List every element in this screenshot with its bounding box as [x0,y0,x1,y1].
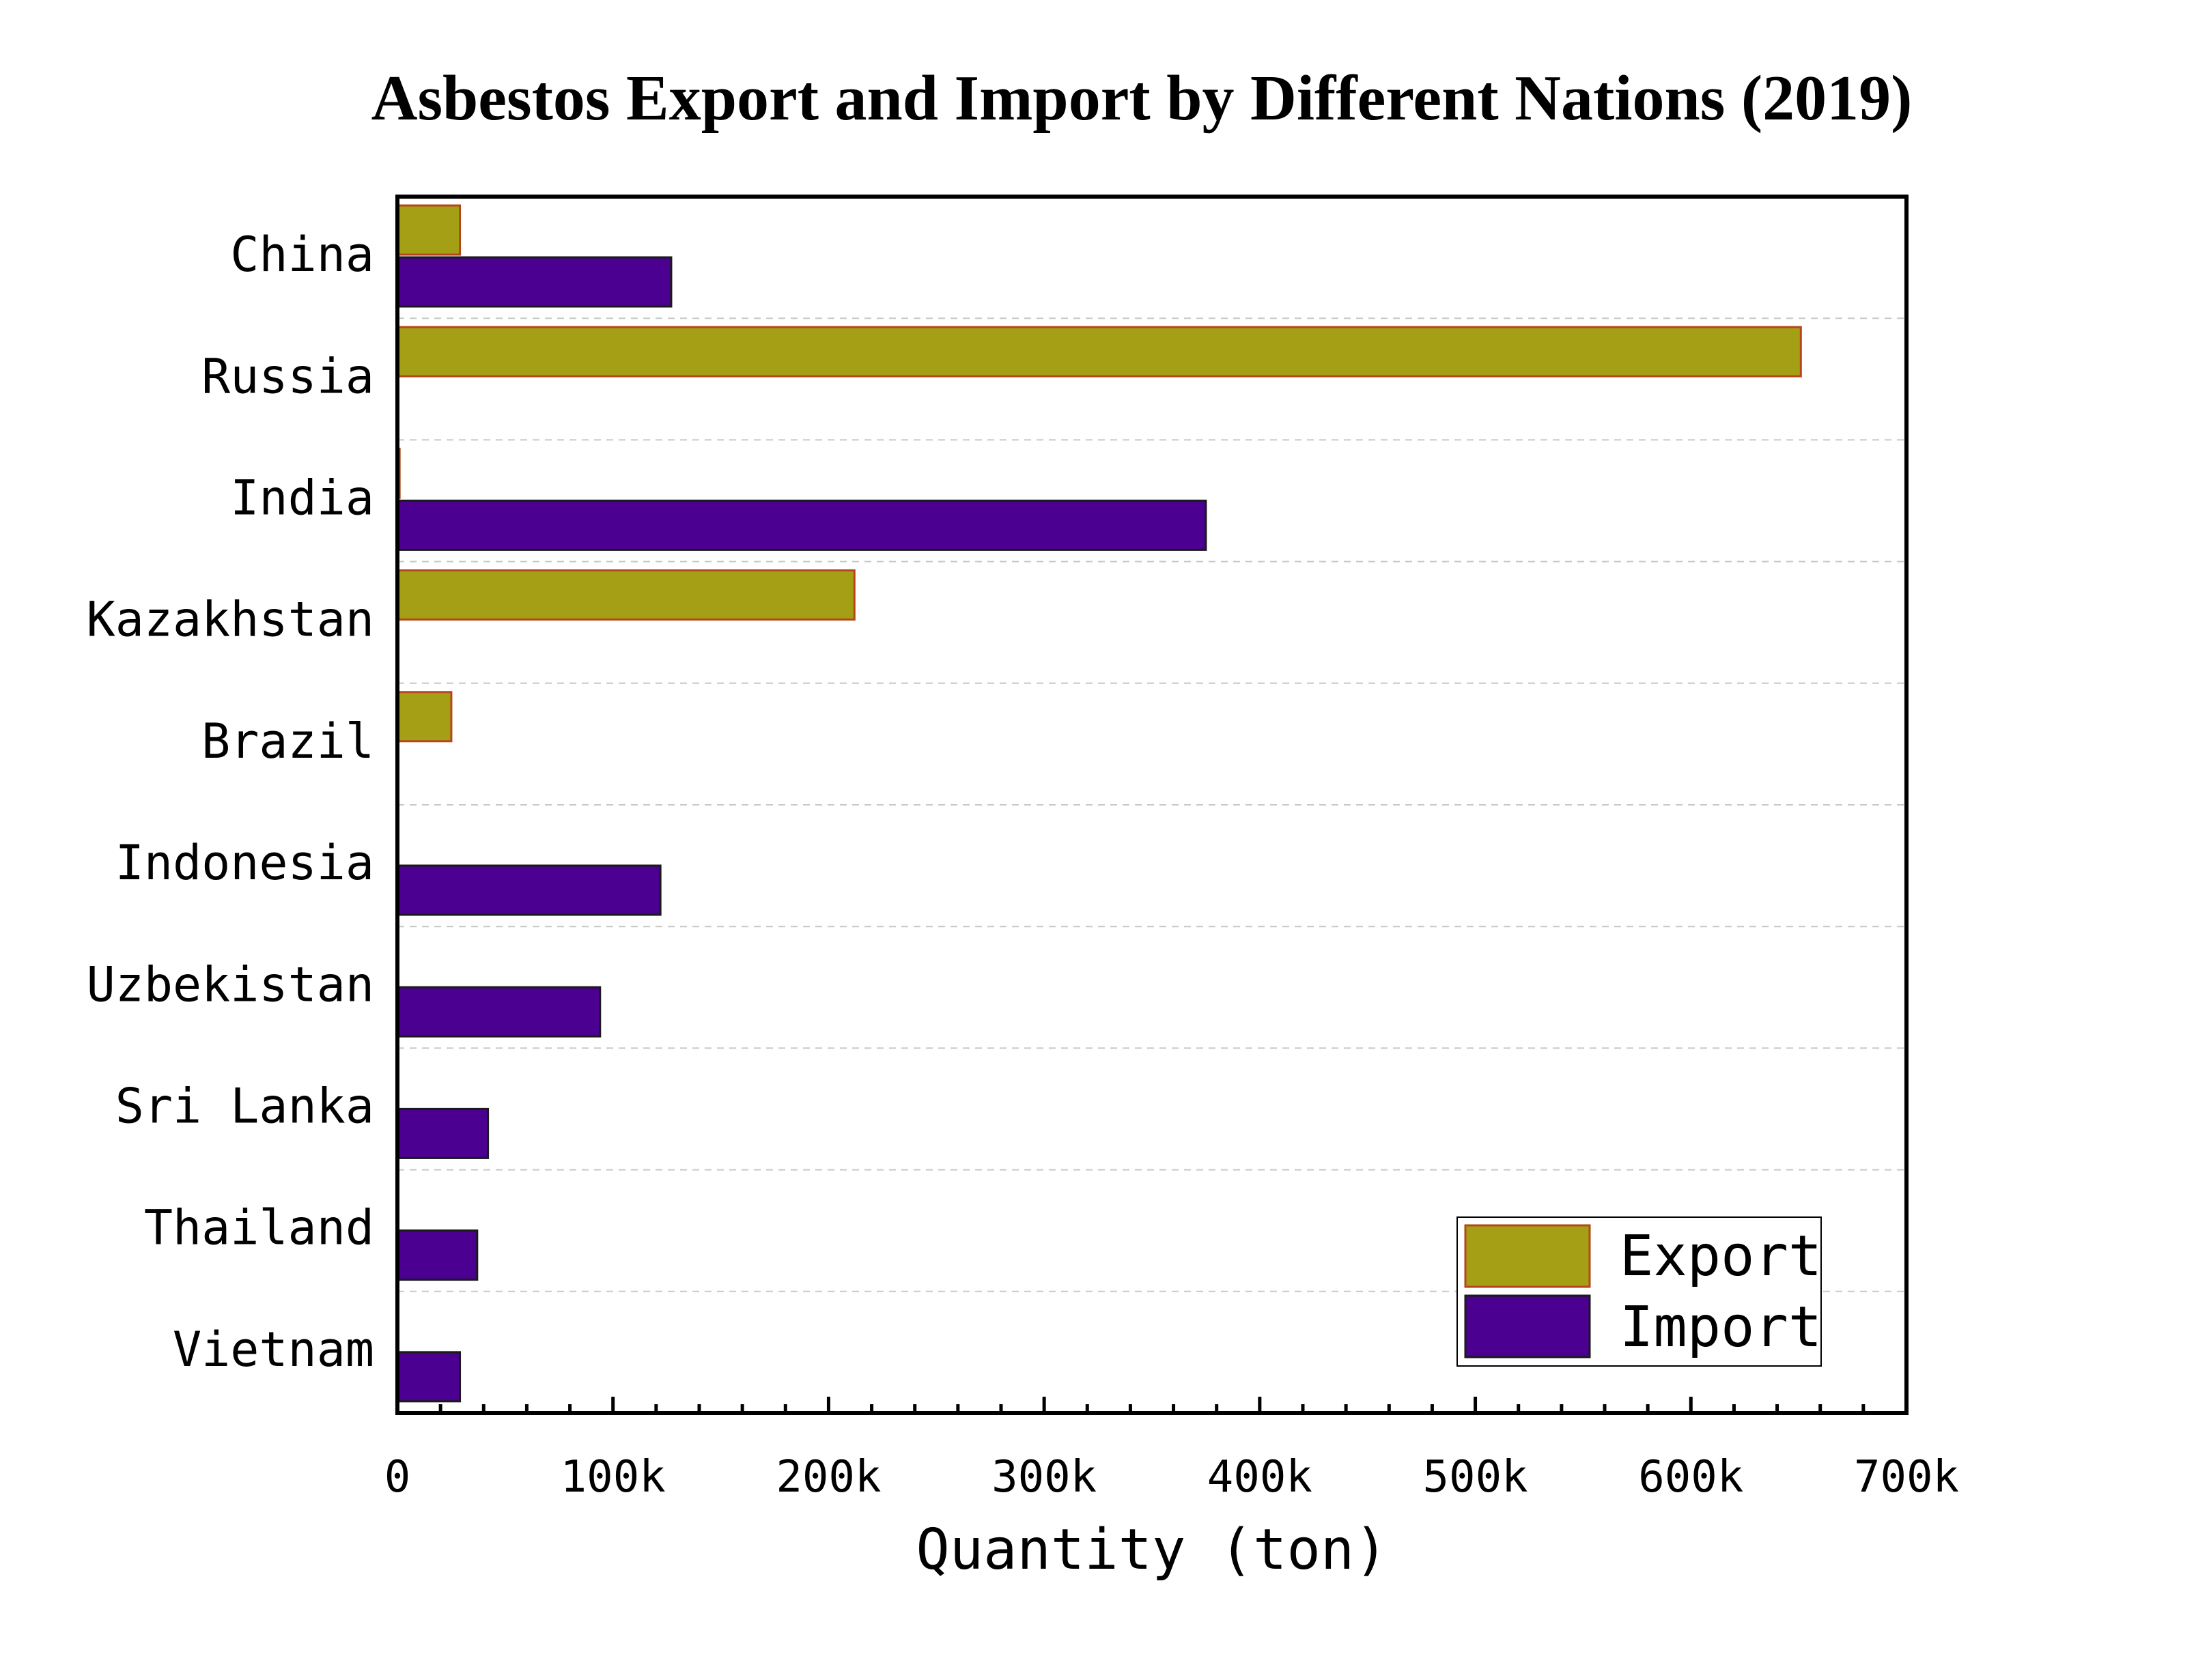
bar-export-brazil [396,691,453,743]
y-tick-label: Vietnam [173,1322,374,1378]
bar-import-india [396,499,1207,551]
y-tick-label: Thailand [144,1200,374,1256]
bar-export-china [396,204,462,256]
x-tick-label: 500k [1423,1452,1528,1503]
y-tick-label: China [230,227,374,283]
bar-import-uzbekistan [396,986,602,1038]
plot-frame [395,195,1909,1415]
x-tick-label: 400k [1207,1452,1312,1503]
y-axis-categories: China Russia India Kazakhstan Brazil Indonesi… [87,227,374,1378]
chart-title: Asbestos Export and Import by Different … [371,63,1913,134]
y-tick-label: Uzbekistan [87,956,374,1012]
bar-import-vietnam [396,1351,462,1403]
y-tick-label: Kazakhstan [87,592,374,648]
y-tick-label: Indonesia [115,835,374,891]
x-tick-label: 100k [561,1452,666,1503]
bar-import-thailand [396,1229,479,1281]
y-tick-label: Brazil [201,713,374,769]
x-axis-tick-labels: 0 100k 200k 300k 400k 500k 600k 700k [384,1452,1959,1503]
grid-lines [397,317,1906,1292]
y-tick-label: Russia [201,348,374,404]
bar-export-kazakhstan [396,569,856,621]
bar-export-russia [396,326,1802,378]
x-axis-ticks [395,1397,1909,1413]
bar-import-indonesia [396,864,662,916]
legend-swatch-import [1464,1294,1591,1358]
x-tick-label: 0 [384,1452,411,1503]
bar-import-china [396,256,673,308]
x-tick-label: 600k [1638,1452,1743,1503]
x-tick-label: 200k [776,1452,881,1503]
legend-label-export: Export [1620,1224,1822,1289]
legend: Export Import [1456,1216,1822,1367]
x-tick-label: 300k [991,1452,1097,1503]
y-tick-label: India [230,470,374,526]
x-axis-label: Quantity (ton) [916,1518,1388,1582]
bars [396,204,1802,1403]
legend-swatch-export [1464,1224,1591,1288]
legend-label-import: Import [1620,1295,1822,1360]
y-tick-label: Sri Lanka [115,1079,374,1135]
x-tick-label: 700k [1854,1452,1959,1503]
bar-import-sri-lanka [396,1107,490,1159]
